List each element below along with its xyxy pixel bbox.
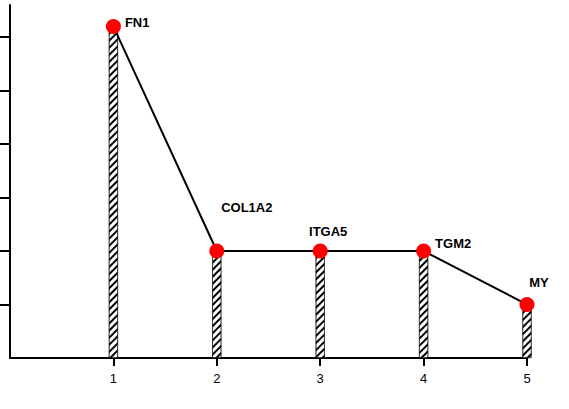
svg-text:TGM2: TGM2 (435, 236, 471, 251)
svg-text:5: 5 (523, 371, 530, 386)
svg-text:MY: MY (529, 275, 549, 290)
svg-text:3: 3 (317, 371, 324, 386)
svg-text:COL1A2: COL1A2 (221, 200, 272, 215)
svg-text:4: 4 (420, 371, 427, 386)
svg-text:2: 2 (213, 371, 220, 386)
svg-text:1: 1 (110, 371, 117, 386)
svg-text:FN1: FN1 (125, 15, 150, 30)
svg-text:ITGA5: ITGA5 (309, 224, 347, 239)
